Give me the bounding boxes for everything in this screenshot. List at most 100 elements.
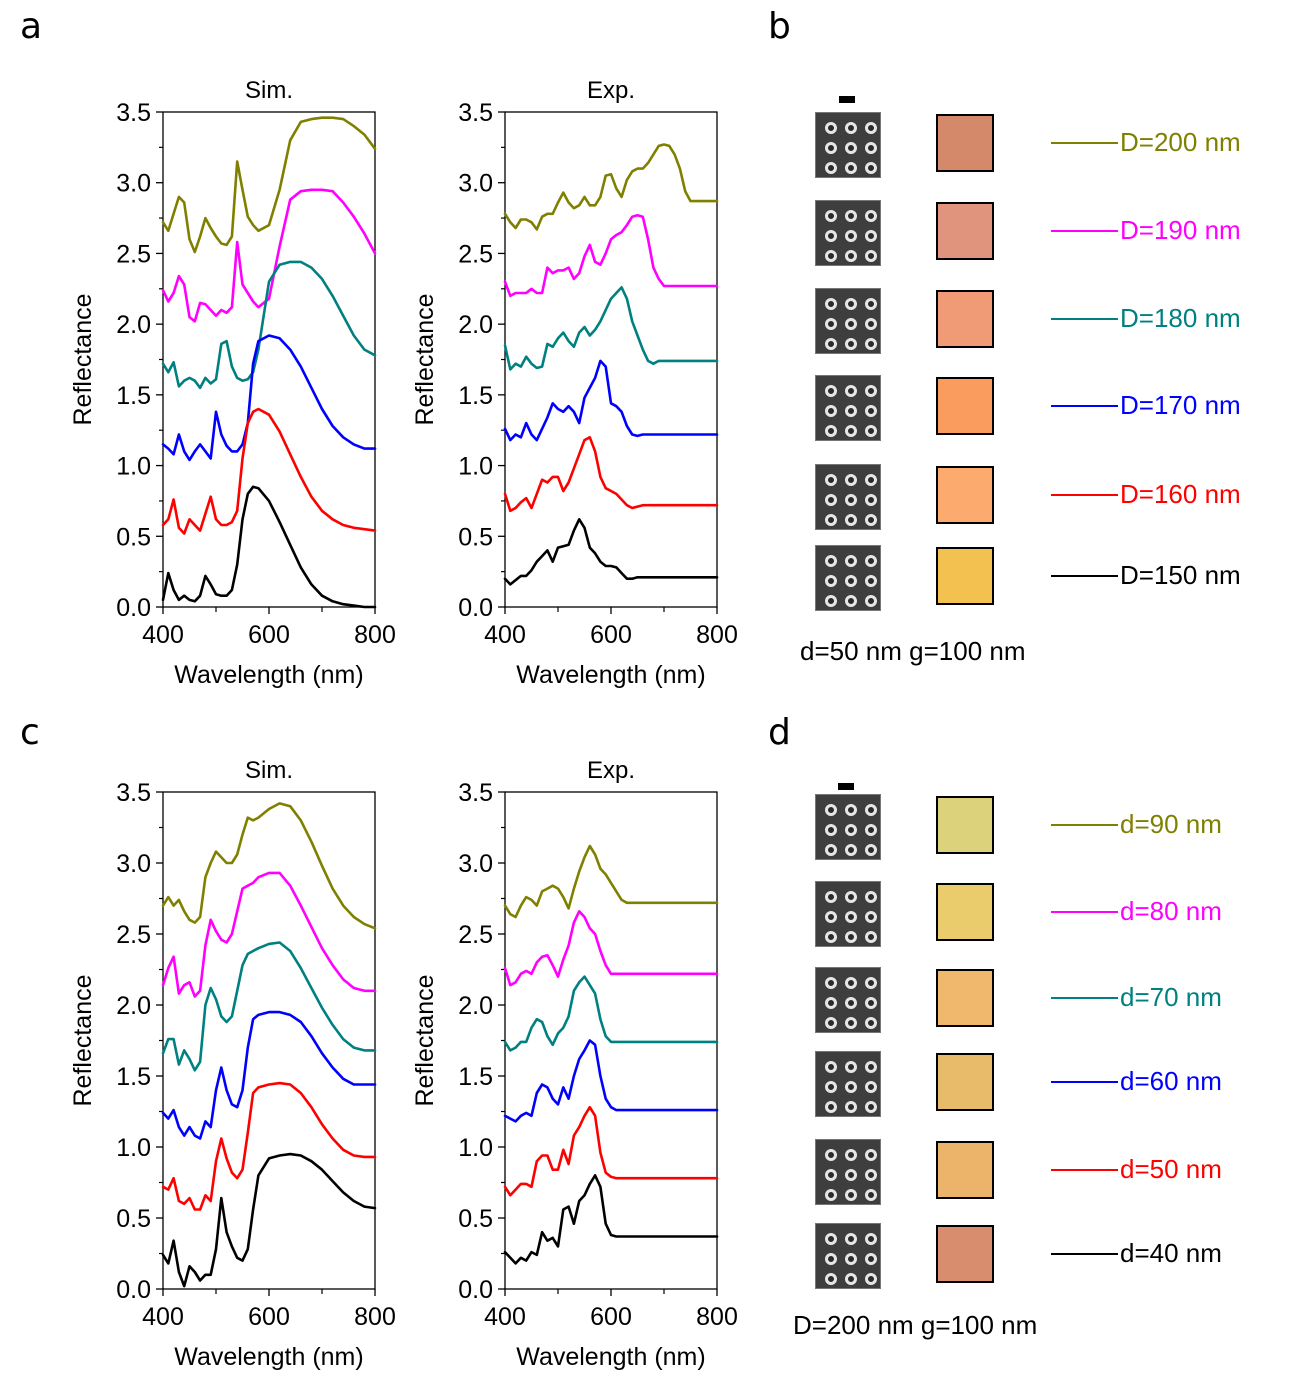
series-line-d-90-nm <box>161 802 377 930</box>
series-line-d-70-nm <box>161 941 377 1072</box>
y-tick-label: 0.0 <box>458 594 493 622</box>
x-tick-label: 600 <box>590 621 632 649</box>
series-line-d-160-nm <box>161 407 377 535</box>
nanohole-dot <box>865 250 877 262</box>
nanohole-dot <box>825 931 837 943</box>
legend-label: D=170 nm <box>1120 390 1241 420</box>
sem-image <box>815 288 881 354</box>
legend-line <box>1051 230 1118 232</box>
x-axis-label: Wavelength (nm) <box>174 661 363 689</box>
y-tick-label: 1.0 <box>116 453 151 481</box>
legend-label: d=60 nm <box>1120 1066 1222 1096</box>
y-tick-label: 1.5 <box>116 1063 151 1091</box>
nanohole-dot <box>825 210 837 222</box>
nanohole-dot <box>845 514 857 526</box>
color-swatch <box>936 796 994 854</box>
nanohole-dot <box>845 1169 857 1181</box>
sem-image <box>815 375 881 441</box>
nanohole-dot <box>825 405 837 417</box>
panel-label-b: b <box>768 6 791 47</box>
nanohole-dot <box>825 318 837 330</box>
series-line-d-190-nm <box>503 213 719 298</box>
sem-image <box>815 794 881 860</box>
y-tick-label: 1.0 <box>458 1134 493 1162</box>
nanohole-dot <box>845 804 857 816</box>
x-axis-label: Wavelength (nm) <box>174 1343 363 1371</box>
nanohole-dot <box>845 997 857 1009</box>
nanohole-dot <box>825 1169 837 1181</box>
nanohole-dot <box>845 474 857 486</box>
nanohole-dot <box>865 385 877 397</box>
nanohole-dot <box>845 911 857 923</box>
chart-c-simulated: Sim. 0.0 0.5 1.0 1.5 2.0 2.5 3.0 3.5 400 600 800 Wav… <box>69 757 396 1371</box>
color-swatch <box>936 114 994 172</box>
nanohole-dot <box>845 1081 857 1093</box>
panel-label-d: d <box>768 712 791 753</box>
panel-label-a: a <box>20 6 43 47</box>
nanohole-dot <box>825 1233 837 1245</box>
nanohole-dot <box>845 891 857 903</box>
x-tick-label: 600 <box>590 1303 632 1331</box>
nanohole-dot <box>865 997 877 1009</box>
nanohole-dot <box>865 1169 877 1181</box>
series-line-d-160-nm <box>503 435 719 513</box>
nanohole-dot <box>825 977 837 989</box>
legend-label: d=50 nm <box>1120 1154 1222 1184</box>
nanohole-dot <box>825 997 837 1009</box>
nanohole-dot <box>845 844 857 856</box>
chart-title: Exp. <box>587 757 635 784</box>
nanohole-dot <box>825 142 837 154</box>
sem-image <box>815 967 881 1033</box>
y-tick-label: 3.0 <box>458 850 493 878</box>
nanohole-dot <box>865 1273 877 1285</box>
nanohole-dot <box>845 230 857 242</box>
chart-c-experimental: Exp. 0.0 0.5 1.0 1.5 2.0 2.5 3.0 3.5 400 600 800 Wav… <box>411 757 738 1371</box>
series-line-d-60-nm <box>161 1010 377 1140</box>
nanohole-dot <box>845 494 857 506</box>
nanohole-dot <box>865 494 877 506</box>
y-tick-label: 1.0 <box>458 453 493 481</box>
y-tick-label: 3.0 <box>116 170 151 198</box>
series-line-d-60-nm <box>503 1039 719 1123</box>
nanohole-dot <box>865 162 877 174</box>
y-tick-label: 2.5 <box>116 921 151 949</box>
nanohole-dot <box>845 575 857 587</box>
x-tick-label: 800 <box>696 621 738 649</box>
legend-line <box>1051 142 1118 144</box>
legend-line <box>1051 405 1118 407</box>
series-line-d-40-nm <box>161 1152 377 1288</box>
nanohole-dot <box>825 298 837 310</box>
y-tick-label: 0.0 <box>116 594 151 622</box>
scale-bar <box>838 783 854 790</box>
legend-label: d=70 nm <box>1120 982 1222 1012</box>
chart-a-simulated: Sim. 0.0 0.5 1.0 1.5 2.0 2.5 3.0 3.5 400 600 800 Wav… <box>69 77 396 689</box>
y-tick-label: 1.0 <box>116 1134 151 1162</box>
y-tick-label: 0.0 <box>116 1276 151 1304</box>
color-swatch <box>936 377 994 435</box>
nanohole-dot <box>865 318 877 330</box>
nanohole-dot <box>865 425 877 437</box>
legend-line <box>1051 575 1118 577</box>
y-tick-label: 3.0 <box>458 170 493 198</box>
legend-label: D=160 nm <box>1120 479 1241 509</box>
nanohole-dot <box>865 595 877 607</box>
nanohole-dot <box>865 514 877 526</box>
x-tick-label: 400 <box>142 621 184 649</box>
y-tick-label: 1.5 <box>458 382 493 410</box>
nanohole-dot <box>825 1253 837 1265</box>
y-tick-label: 0.5 <box>116 523 151 551</box>
nanohole-dot <box>825 1081 837 1093</box>
y-tick-label: 3.5 <box>116 779 151 807</box>
nanohole-dot <box>845 385 857 397</box>
sem-image <box>815 1051 881 1117</box>
nanohole-dot <box>825 575 837 587</box>
y-tick-label: 0.5 <box>458 1205 493 1233</box>
legend-line <box>1051 318 1118 320</box>
nanohole-dot <box>845 1061 857 1073</box>
y-tick-label: 2.5 <box>116 240 151 268</box>
y-axis-label: Reflectance <box>411 974 439 1106</box>
nanohole-dot <box>865 142 877 154</box>
nanohole-dot <box>865 824 877 836</box>
y-tick-label: 1.5 <box>116 382 151 410</box>
